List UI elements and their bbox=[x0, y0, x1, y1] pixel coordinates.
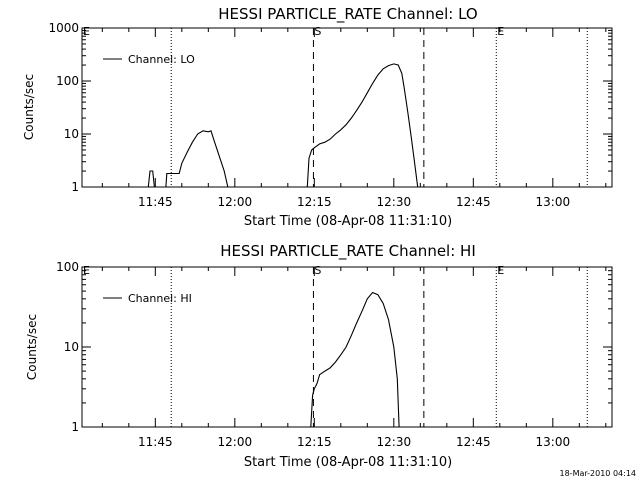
legend-lo: Channel: LO bbox=[103, 53, 195, 66]
x-axis-label-hi: Start Time (08-Apr-08 11:31:10) bbox=[244, 455, 452, 470]
x-tick-label-lo: 12:15 bbox=[297, 195, 332, 209]
x-tick-label-lo: 13:00 bbox=[536, 195, 571, 209]
chart-hi: HESSI PARTICLE_RATE Channel: HI Counts/s… bbox=[25, 242, 613, 470]
series-line-hi bbox=[310, 291, 400, 428]
y-tick-label-lo: 1000 bbox=[48, 21, 79, 35]
y-tick-label-hi: 100 bbox=[56, 260, 79, 274]
chart-title-lo: HESSI PARTICLE_RATE Channel: LO bbox=[218, 5, 477, 24]
y-tick-label-hi: 1 bbox=[71, 420, 79, 434]
marker-label-hi: E bbox=[497, 264, 504, 277]
x-tick-label-lo: 12:45 bbox=[456, 195, 491, 209]
series-line-lo bbox=[147, 63, 419, 188]
y-tick-label-lo: 10 bbox=[64, 127, 79, 141]
y-tick-label-lo: 100 bbox=[56, 74, 79, 88]
y-axis-label-lo: Counts/sec bbox=[22, 74, 36, 140]
x-tick-label-lo: 12:30 bbox=[377, 195, 412, 209]
x-tick-label-hi: 12:00 bbox=[218, 435, 253, 449]
marker-label-lo: E bbox=[83, 25, 90, 38]
x-tick-label-hi: 12:45 bbox=[456, 435, 491, 449]
chart-title-hi: HESSI PARTICLE_RATE Channel: HI bbox=[220, 242, 476, 261]
marker-label-lo: S bbox=[314, 25, 321, 38]
x-tick-label-hi: 13:00 bbox=[536, 435, 571, 449]
chart-lo: HESSI PARTICLE_RATE Channel: LO Counts/s… bbox=[22, 5, 613, 229]
y-axis-label-hi: Counts/sec bbox=[25, 314, 39, 380]
x-tick-label-lo: 12:00 bbox=[218, 195, 253, 209]
marker-label-hi: E bbox=[83, 264, 90, 277]
y-tick-label-hi: 10 bbox=[64, 340, 79, 354]
plot-frame-hi bbox=[81, 266, 613, 428]
marker-label-hi: S bbox=[314, 264, 321, 277]
x-axis-label-lo: Start Time (08-Apr-08 11:31:10) bbox=[244, 214, 452, 229]
timestamp: 18-Mar-2010 04:14 bbox=[560, 469, 637, 478]
x-tick-label-hi: 12:30 bbox=[377, 435, 412, 449]
legend-hi: Channel: HI bbox=[103, 292, 192, 305]
plot-frame-lo bbox=[81, 27, 613, 188]
x-tick-label-lo: 11:45 bbox=[138, 195, 173, 209]
x-tick-label-hi: 11:45 bbox=[138, 435, 173, 449]
marker-label-lo: E bbox=[497, 25, 504, 38]
x-tick-label-hi: 12:15 bbox=[297, 435, 332, 449]
legend-label-lo: Channel: LO bbox=[128, 53, 195, 66]
y-tick-label-lo: 1 bbox=[71, 180, 79, 194]
legend-label-hi: Channel: HI bbox=[128, 292, 192, 305]
